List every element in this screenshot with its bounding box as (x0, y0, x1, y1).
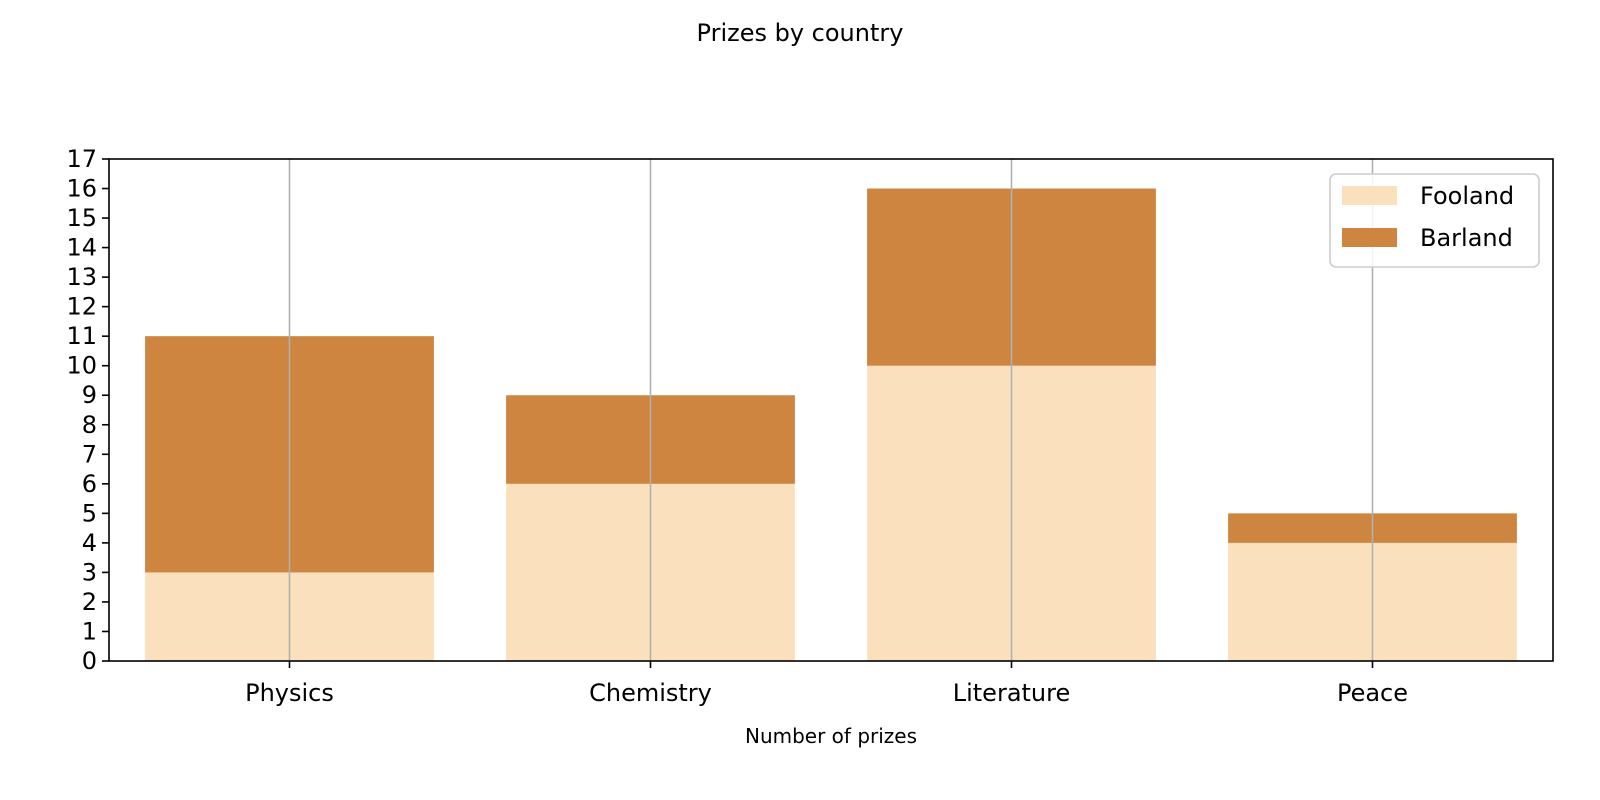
y-tick-label: 2 (82, 588, 97, 616)
y-tick-label: 15 (66, 204, 97, 232)
legend: Fooland Barland (1329, 173, 1540, 268)
x-tick-label-physics: Physics (245, 679, 334, 707)
y-tick-label: 12 (66, 293, 97, 321)
y-tick-label: 3 (82, 558, 97, 586)
x-tick-label-chemistry: Chemistry (589, 679, 712, 707)
y-tick-label: 6 (82, 470, 97, 498)
y-tick-label: 0 (82, 647, 97, 675)
y-tick-label: 7 (82, 440, 97, 468)
y-tick-label: 1 (82, 617, 97, 645)
y-tick-label: 16 (66, 175, 97, 203)
chart-title: Prizes by country (697, 19, 904, 47)
x-tick-label-literature: Literature (953, 679, 1071, 707)
axes-frame (108, 158, 1554, 662)
y-tick-label: 10 (66, 352, 97, 380)
x-tick-label-peace: Peace (1337, 679, 1408, 707)
y-tick-label: 13 (66, 263, 97, 291)
x-axis-label: Number of prizes (745, 724, 917, 748)
y-tick-label: 14 (66, 234, 97, 262)
y-tick-label: 9 (82, 381, 97, 409)
y-tick-label: 4 (82, 529, 97, 557)
legend-swatch-barland (1342, 228, 1397, 247)
legend-swatch-fooland (1342, 186, 1397, 205)
y-tick-label: 17 (66, 145, 97, 173)
legend-label-fooland: Fooland (1420, 182, 1514, 210)
y-tick-label: 11 (66, 322, 97, 350)
legend-label-barland: Barland (1420, 224, 1513, 252)
y-tick-label: 5 (82, 499, 97, 527)
y-tick-label: 8 (82, 411, 97, 439)
